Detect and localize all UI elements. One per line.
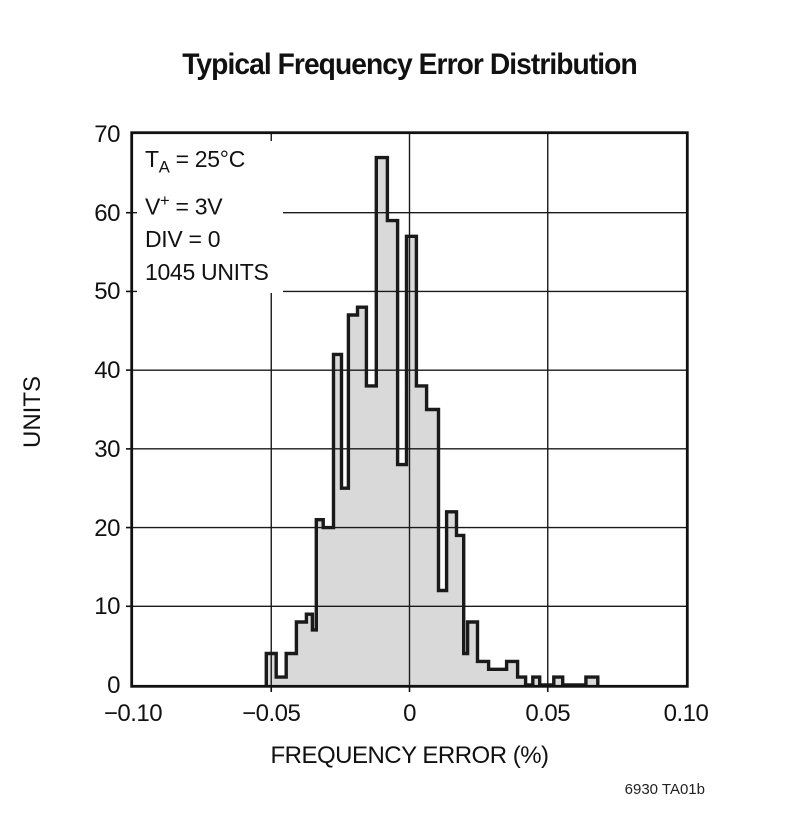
y-tick-label-50: 50: [94, 278, 120, 306]
y-tick-label-20: 20: [94, 514, 120, 542]
chart-title: Typical Frequency Error Distribution: [182, 48, 637, 81]
x-tick-label-0.10: 0.10: [663, 700, 709, 727]
grid-lines: [133, 134, 686, 685]
y-tick-label-70: 70: [94, 121, 120, 148]
x-axis-title: FREQUENCY ERROR (%): [270, 742, 549, 769]
x-tick-label-−0.10: −0.10: [103, 700, 163, 727]
y-tick-label-40: 40: [94, 357, 120, 385]
annotation-line-1: TA = 25°C: [145, 146, 246, 177]
y-tick-label-10: 10: [94, 593, 120, 621]
figure-code: 6930 TA01b: [624, 781, 705, 798]
x-tick-label-−0.05: −0.05: [242, 700, 301, 727]
y-tick-label-0: 0: [107, 672, 120, 699]
annotation-line-2: V+ = 3V: [145, 190, 223, 220]
annotation-line-3: DIV = 0: [145, 226, 221, 253]
y-tick-label-30: 30: [94, 435, 120, 463]
y-axis-title: UNITS: [19, 376, 46, 448]
annotation-line-4: 1045 UNITS: [145, 259, 269, 286]
x-tick-label-0.05: 0.05: [525, 700, 571, 727]
x-tick-label-0: 0: [403, 700, 416, 727]
y-tick-label-60: 60: [94, 199, 120, 227]
histogram-fill-area: [266, 157, 598, 686]
test-conditions-annotation: TA = 25°C V+ = 3V DIV = 0 1045 UNITS: [137, 141, 283, 294]
plot-frame: [130, 131, 689, 688]
